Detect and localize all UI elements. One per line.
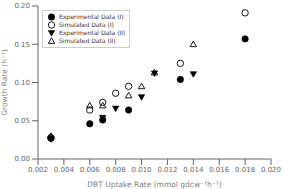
svg-text:0.006: 0.006: [80, 166, 101, 174]
html-text:Simulated Data (I): Simulated Data (I): [59, 21, 114, 28]
svg-text:0.004: 0.004: [54, 166, 75, 174]
svg-text:0.020: 0.020: [261, 166, 281, 174]
svg-text:0.00: 0.00: [14, 155, 30, 163]
svg-text:0.05: 0.05: [14, 117, 30, 125]
svg-text:0.15: 0.15: [14, 41, 30, 49]
svg-text:0.012: 0.012: [157, 166, 177, 174]
svg-text:0.002: 0.002: [28, 166, 48, 174]
svg-text:0.008: 0.008: [106, 166, 126, 174]
svg-text:Growth Rate (h⁻¹): Growth Rate (h⁻¹): [0, 49, 9, 116]
html-text:Experimental Data (II): Experimental Data (II): [59, 29, 126, 36]
html-text:Simulated Data (II): Simulated Data (II): [59, 37, 116, 44]
svg-text:0.016: 0.016: [209, 166, 230, 174]
svg-text:0.018: 0.018: [235, 166, 255, 174]
svg-text:0.20: 0.20: [14, 2, 30, 10]
svg-text:0.10: 0.10: [14, 79, 30, 87]
svg-text:0.010: 0.010: [132, 166, 152, 174]
html-text:Experimental Data (I): Experimental Data (I): [59, 13, 124, 20]
svg-text:DBT Uptake Rate (mmol gdcw⁻¹h⁻: DBT Uptake Rate (mmol gdcw⁻¹h⁻¹): [87, 180, 221, 189]
svg-text:0.014: 0.014: [183, 166, 204, 174]
